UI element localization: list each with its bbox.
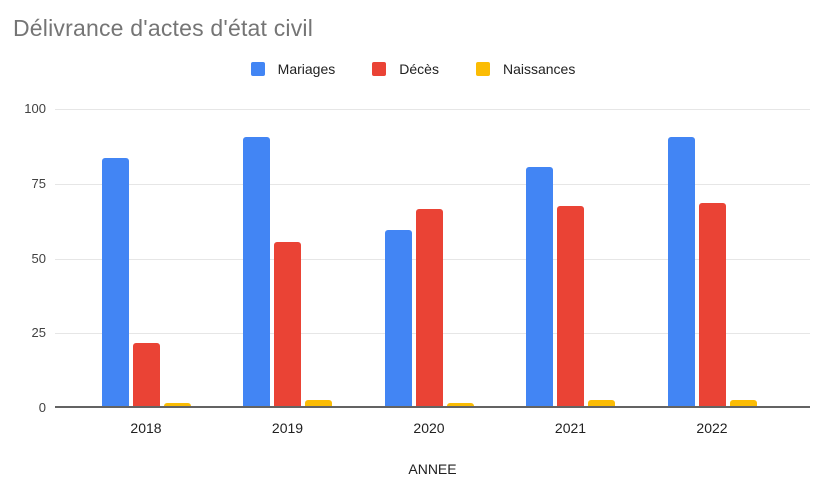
bar-naissances-2018[interactable]	[163, 403, 191, 406]
bar-mariages-2020[interactable]	[384, 229, 412, 406]
bar-mariages-2018[interactable]	[101, 157, 129, 406]
x-axis-title: ANNEE	[408, 461, 457, 477]
plot-area: 0 25 50 75 100 2018 2019 2020 2021 2022	[24, 101, 810, 436]
y-axis-label-0: 0	[38, 400, 46, 415]
bar-décès-2020[interactable]	[415, 208, 443, 406]
bar-décès-2019[interactable]	[274, 241, 301, 406]
bar-naissances-2021[interactable]	[588, 400, 615, 406]
legend-label-naissances: Naissances	[502, 61, 576, 77]
bar-décès-2018[interactable]	[132, 343, 160, 406]
chart-title: Délivrance d'actes d'état civil	[13, 15, 314, 41]
x-axis-label-2020: 2020	[413, 420, 445, 436]
y-axis-label-50: 50	[31, 250, 46, 266]
bar-décès-2022[interactable]	[698, 202, 726, 406]
legend-label-deces: Décès	[399, 61, 439, 77]
bar-naissances-2022[interactable]	[729, 400, 757, 406]
gridline-75	[55, 183, 810, 185]
bar-group-2021	[526, 166, 615, 406]
legend: Mariages Décès Naissances	[0, 61, 826, 77]
gridline-100	[55, 109, 810, 110]
x-axis-label-2019: 2019	[271, 420, 304, 436]
bar-group-2018	[101, 157, 191, 406]
legend-swatch-deces	[372, 62, 387, 76]
bar-décès-2021[interactable]	[557, 205, 584, 406]
y-axis-label-75: 75	[31, 175, 46, 191]
bar-naissances-2020[interactable]	[446, 403, 474, 406]
legend-item-deces[interactable]: Décès	[372, 61, 439, 77]
bar-mariages-2021[interactable]	[526, 166, 553, 406]
bar-group-2022	[667, 136, 757, 406]
legend-swatch-naissances	[475, 62, 490, 76]
bar-mariages-2019[interactable]	[243, 136, 270, 406]
legend-item-naissances[interactable]: Naissances	[475, 61, 576, 77]
bar-group-2019	[243, 136, 332, 406]
x-axis-label-2018: 2018	[130, 420, 162, 436]
y-axis-label-25: 25	[31, 325, 46, 341]
x-axis-label-2022: 2022	[696, 420, 728, 436]
legend-item-mariages[interactable]: Mariages	[250, 61, 336, 77]
bar-naissances-2019[interactable]	[305, 400, 332, 406]
bar-mariages-2022[interactable]	[667, 136, 695, 406]
x-axis-line	[55, 406, 810, 408]
y-axis-label-100: 100	[24, 101, 46, 116]
legend-label-mariages: Mariages	[277, 61, 336, 77]
x-axis-label-2021: 2021	[554, 420, 587, 436]
bar-group-2020	[384, 208, 474, 406]
legend-swatch-mariages	[250, 62, 265, 76]
